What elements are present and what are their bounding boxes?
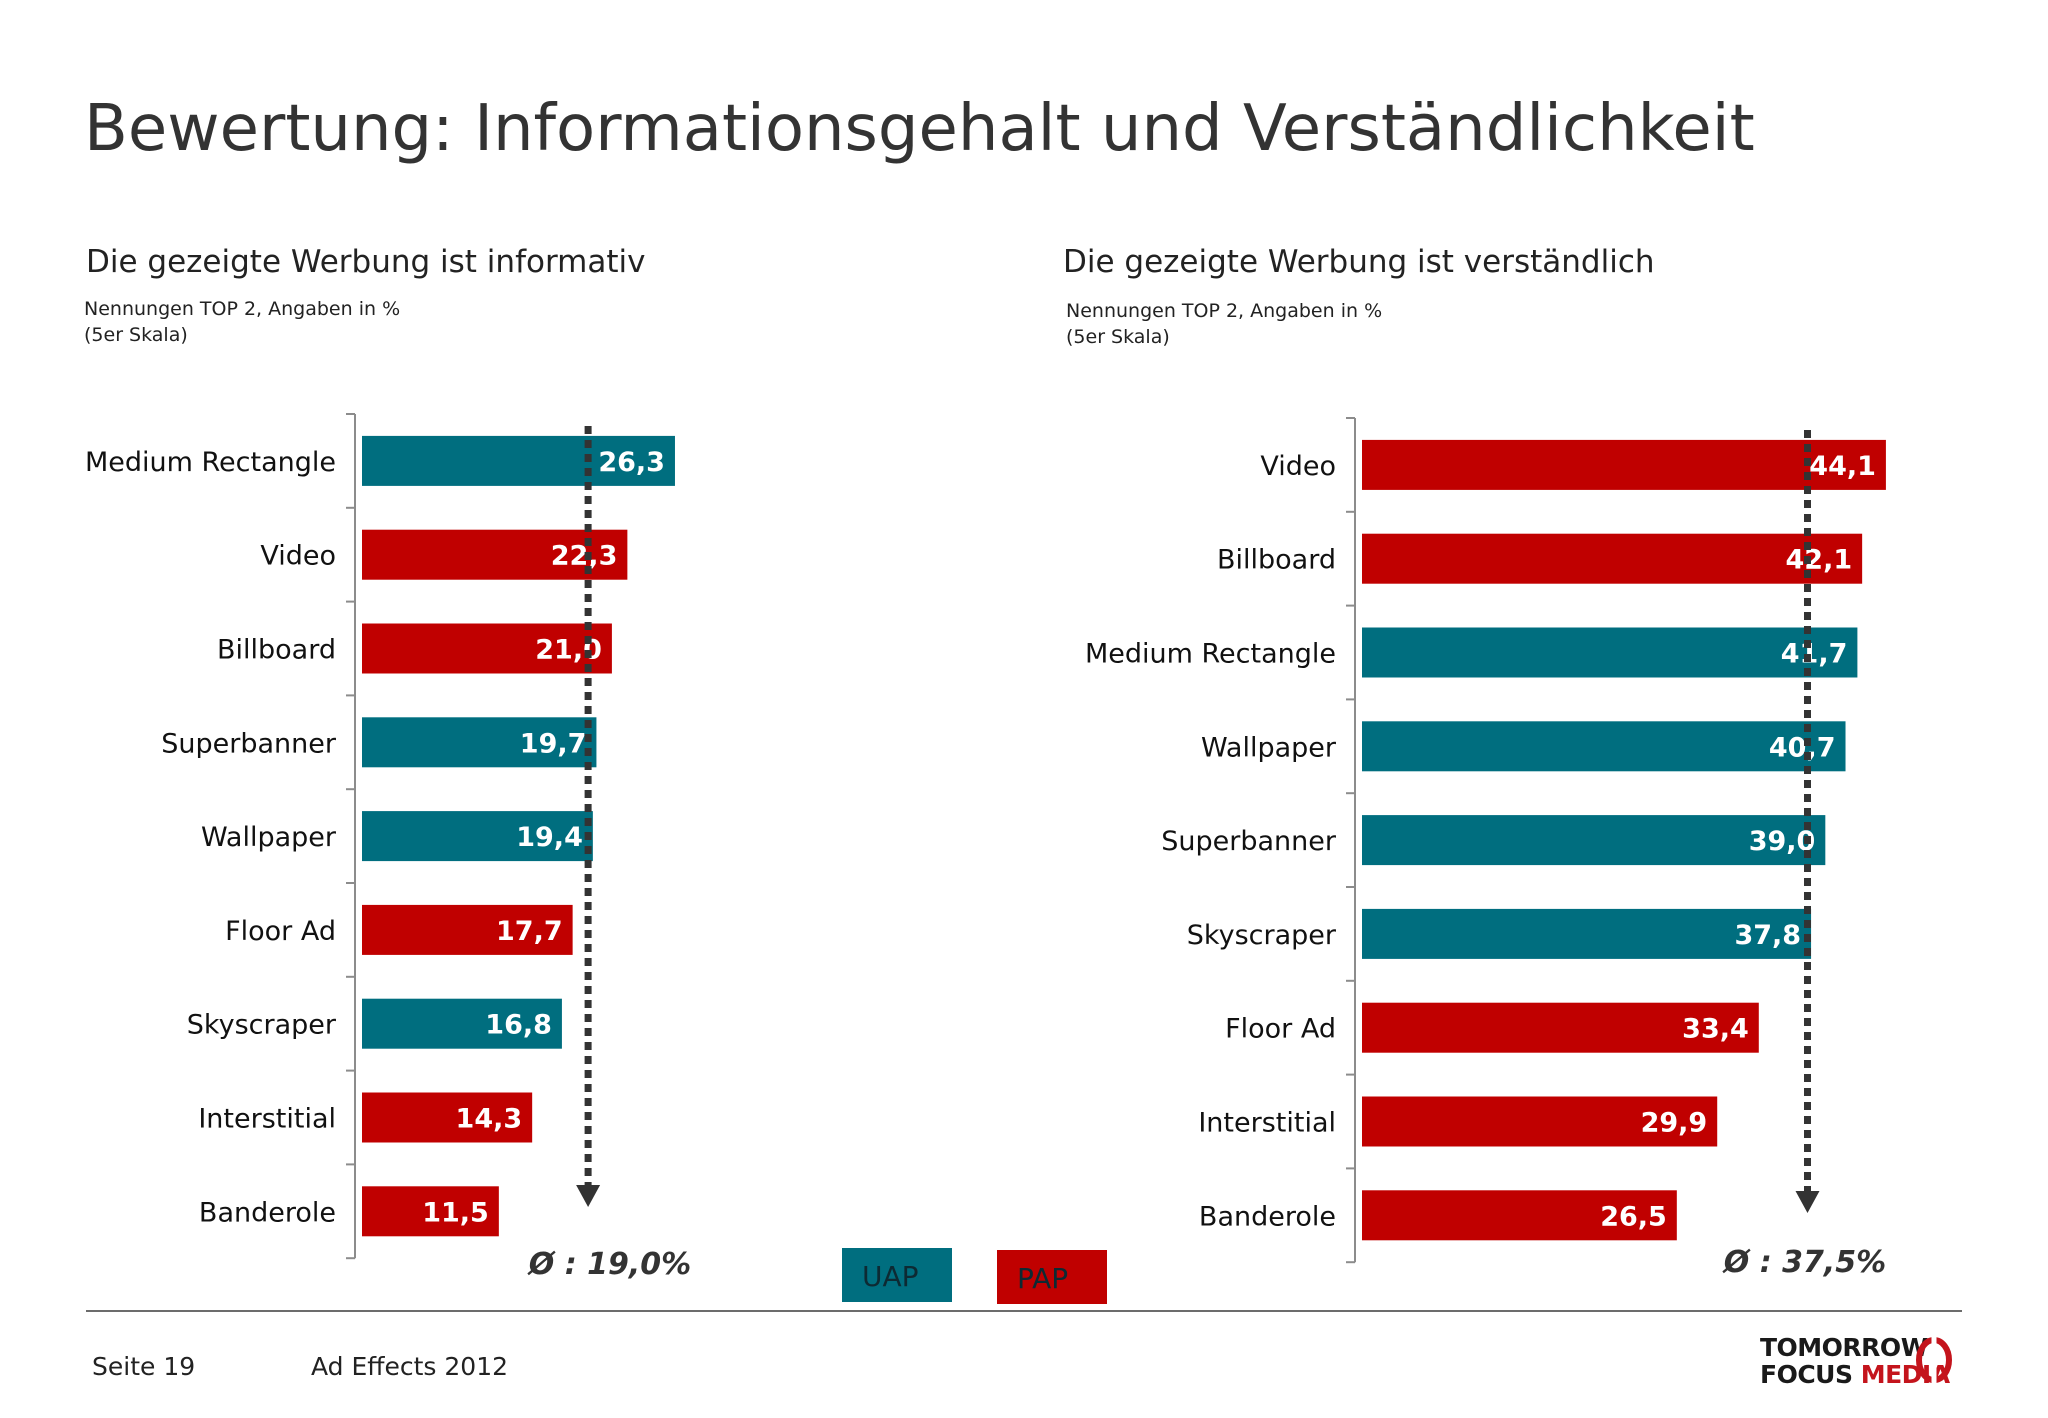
left-bar-value-4: 19,4 bbox=[516, 822, 583, 853]
right-category-label-4: Superbanner bbox=[1161, 826, 1337, 857]
right-bar-7 bbox=[1362, 1096, 1718, 1147]
right-bar-8 bbox=[1362, 1190, 1677, 1241]
right-bar-value-2: 41,7 bbox=[1781, 639, 1848, 670]
left-bar-value-3: 19,7 bbox=[520, 728, 587, 759]
left-category-label-7: Interstitial bbox=[198, 1104, 336, 1135]
right-chart-title: Die gezeigte Werbung ist verständlich bbox=[1063, 244, 1655, 280]
left-chart-note-line1: Nennungen TOP 2, Angaben in % bbox=[84, 298, 401, 320]
right-category-label-8: Banderole bbox=[1199, 1201, 1336, 1232]
left-bar-value-6: 16,8 bbox=[485, 1010, 552, 1041]
legend-pap-label: PAP bbox=[1017, 1262, 1069, 1295]
legend-uap: UAP bbox=[842, 1248, 952, 1302]
left-bar-1 bbox=[362, 529, 628, 580]
left-bar-8 bbox=[362, 1186, 499, 1237]
right-bar-2 bbox=[1362, 627, 1858, 678]
right-bar-value-8: 26,5 bbox=[1600, 1201, 1667, 1232]
left-category-label-4: Wallpaper bbox=[201, 822, 337, 853]
right-category-label-0: Video bbox=[1260, 451, 1336, 482]
right-average-arrowhead bbox=[1795, 1191, 1820, 1213]
right-category-label-6: Floor Ad bbox=[1225, 1014, 1336, 1045]
right-bar-value-5: 37,8 bbox=[1734, 920, 1801, 951]
logo-line2-focus: FOCUS bbox=[1760, 1360, 1861, 1389]
left-bar-0 bbox=[362, 435, 675, 486]
right-category-label-3: Wallpaper bbox=[1201, 732, 1337, 763]
left-category-label-5: Floor Ad bbox=[225, 916, 336, 947]
legend-pap: PAP bbox=[997, 1250, 1107, 1304]
legend-uap-label: UAP bbox=[862, 1260, 919, 1293]
right-bar-1 bbox=[1362, 533, 1863, 584]
right-chart-note-line2: (5er Skala) bbox=[1066, 326, 1170, 348]
right-bar-value-6: 33,4 bbox=[1682, 1014, 1749, 1045]
footer-report-name: Ad Effects 2012 bbox=[311, 1352, 509, 1381]
left-chart-title: Die gezeigte Werbung ist informativ bbox=[86, 244, 646, 280]
right-chart-note: Nennungen TOP 2, Angaben in % (5er Skala… bbox=[1066, 298, 1382, 350]
page-title: Bewertung: Informationsgehalt und Verstä… bbox=[84, 92, 1755, 166]
left-category-label-3: Superbanner bbox=[161, 728, 337, 759]
left-category-label-0: Medium Rectangle bbox=[85, 447, 336, 478]
left-bar-value-8: 11,5 bbox=[422, 1197, 489, 1228]
left-bar-7 bbox=[362, 1092, 533, 1143]
logo-line1: TOMORROW bbox=[1760, 1333, 1928, 1362]
left-bar-value-0: 26,3 bbox=[598, 447, 665, 478]
left-category-label-2: Billboard bbox=[217, 635, 336, 666]
right-category-label-7: Interstitial bbox=[1198, 1108, 1336, 1139]
left-bar-4 bbox=[362, 811, 593, 862]
right-bar-value-0: 44,1 bbox=[1809, 451, 1876, 482]
left-bar-3 bbox=[362, 717, 597, 768]
left-bar-5 bbox=[362, 904, 573, 955]
logo-ring-icon bbox=[1916, 1336, 1952, 1384]
right-bar-value-1: 42,1 bbox=[1786, 545, 1853, 576]
right-bar-3 bbox=[1362, 721, 1846, 772]
left-category-label-6: Skyscraper bbox=[187, 1010, 337, 1041]
left-category-label-8: Banderole bbox=[199, 1197, 336, 1228]
left-average-label: Ø : 19,0% bbox=[527, 1247, 691, 1282]
left-bar-value-2: 21,0 bbox=[535, 635, 602, 666]
footer-page-number: Seite 19 bbox=[92, 1352, 196, 1381]
right-category-label-5: Skyscraper bbox=[1187, 920, 1337, 951]
left-bar-value-7: 14,3 bbox=[456, 1104, 523, 1135]
right-chart-note-line1: Nennungen TOP 2, Angaben in % bbox=[1066, 300, 1383, 322]
right-bar-value-3: 40,7 bbox=[1769, 732, 1836, 763]
right-bar-value-7: 29,9 bbox=[1641, 1108, 1708, 1139]
right-bar-5 bbox=[1362, 908, 1812, 959]
left-bar-6 bbox=[362, 998, 562, 1049]
right-category-label-2: Medium Rectangle bbox=[1085, 639, 1336, 670]
left-average-arrowhead bbox=[576, 1185, 601, 1207]
right-bar-0 bbox=[1362, 439, 1886, 490]
right-bar-4 bbox=[1362, 815, 1826, 866]
left-bar-2 bbox=[362, 623, 612, 674]
left-bar-value-5: 17,7 bbox=[496, 916, 563, 947]
left-category-label-1: Video bbox=[260, 541, 336, 572]
left-bar-value-1: 22,3 bbox=[551, 541, 618, 572]
left-chart-note: Nennungen TOP 2, Angaben in % (5er Skala… bbox=[84, 296, 400, 348]
right-average-label: Ø : 37,5% bbox=[1722, 1245, 1886, 1280]
right-bar-6 bbox=[1362, 1002, 1759, 1053]
left-chart-note-line2: (5er Skala) bbox=[84, 324, 188, 346]
right-category-label-1: Billboard bbox=[1217, 545, 1336, 576]
footer-divider bbox=[86, 1310, 1962, 1312]
